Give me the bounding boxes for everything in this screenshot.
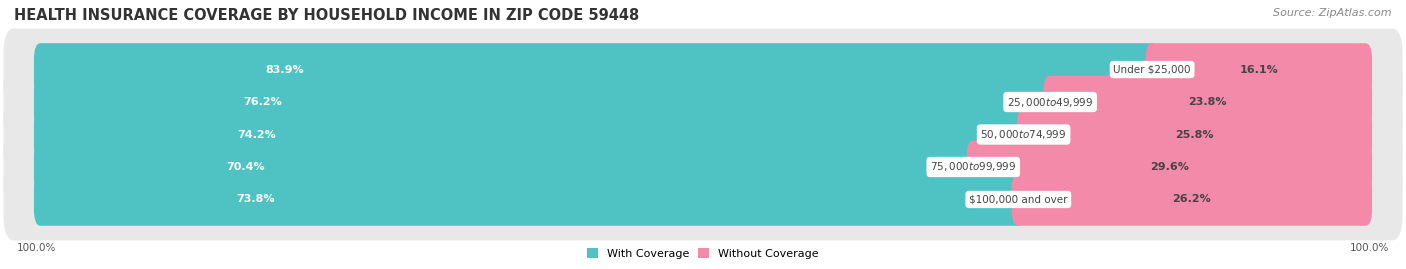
Text: 16.1%: 16.1%: [1240, 65, 1278, 75]
FancyBboxPatch shape: [34, 141, 980, 193]
Text: $75,000 to $99,999: $75,000 to $99,999: [931, 161, 1017, 174]
Text: 83.9%: 83.9%: [266, 65, 305, 75]
Text: Under $25,000: Under $25,000: [1114, 65, 1191, 75]
Text: 70.4%: 70.4%: [226, 162, 266, 172]
Text: 100.0%: 100.0%: [1350, 243, 1389, 253]
Text: 29.6%: 29.6%: [1150, 162, 1189, 172]
Text: 73.8%: 73.8%: [236, 194, 276, 204]
FancyBboxPatch shape: [1017, 108, 1372, 161]
Text: $25,000 to $49,999: $25,000 to $49,999: [1007, 95, 1094, 108]
Text: HEALTH INSURANCE COVERAGE BY HOUSEHOLD INCOME IN ZIP CODE 59448: HEALTH INSURANCE COVERAGE BY HOUSEHOLD I…: [14, 8, 640, 23]
Text: 74.2%: 74.2%: [238, 129, 276, 140]
FancyBboxPatch shape: [3, 126, 1403, 208]
Text: 76.2%: 76.2%: [243, 97, 283, 107]
FancyBboxPatch shape: [967, 141, 1372, 193]
Text: 100.0%: 100.0%: [17, 243, 56, 253]
Text: 25.8%: 25.8%: [1175, 129, 1213, 140]
FancyBboxPatch shape: [3, 61, 1403, 143]
FancyBboxPatch shape: [1146, 43, 1372, 96]
FancyBboxPatch shape: [3, 158, 1403, 240]
Legend: With Coverage, Without Coverage: With Coverage, Without Coverage: [582, 244, 824, 263]
Text: $100,000 and over: $100,000 and over: [969, 194, 1067, 204]
Text: 26.2%: 26.2%: [1173, 194, 1211, 204]
FancyBboxPatch shape: [1043, 76, 1372, 128]
FancyBboxPatch shape: [34, 43, 1159, 96]
FancyBboxPatch shape: [34, 76, 1057, 128]
Text: Source: ZipAtlas.com: Source: ZipAtlas.com: [1274, 8, 1392, 18]
FancyBboxPatch shape: [1012, 173, 1372, 226]
FancyBboxPatch shape: [3, 94, 1403, 175]
FancyBboxPatch shape: [34, 173, 1025, 226]
FancyBboxPatch shape: [3, 29, 1403, 111]
Text: 23.8%: 23.8%: [1188, 97, 1227, 107]
FancyBboxPatch shape: [34, 108, 1031, 161]
Text: $50,000 to $74,999: $50,000 to $74,999: [980, 128, 1067, 141]
